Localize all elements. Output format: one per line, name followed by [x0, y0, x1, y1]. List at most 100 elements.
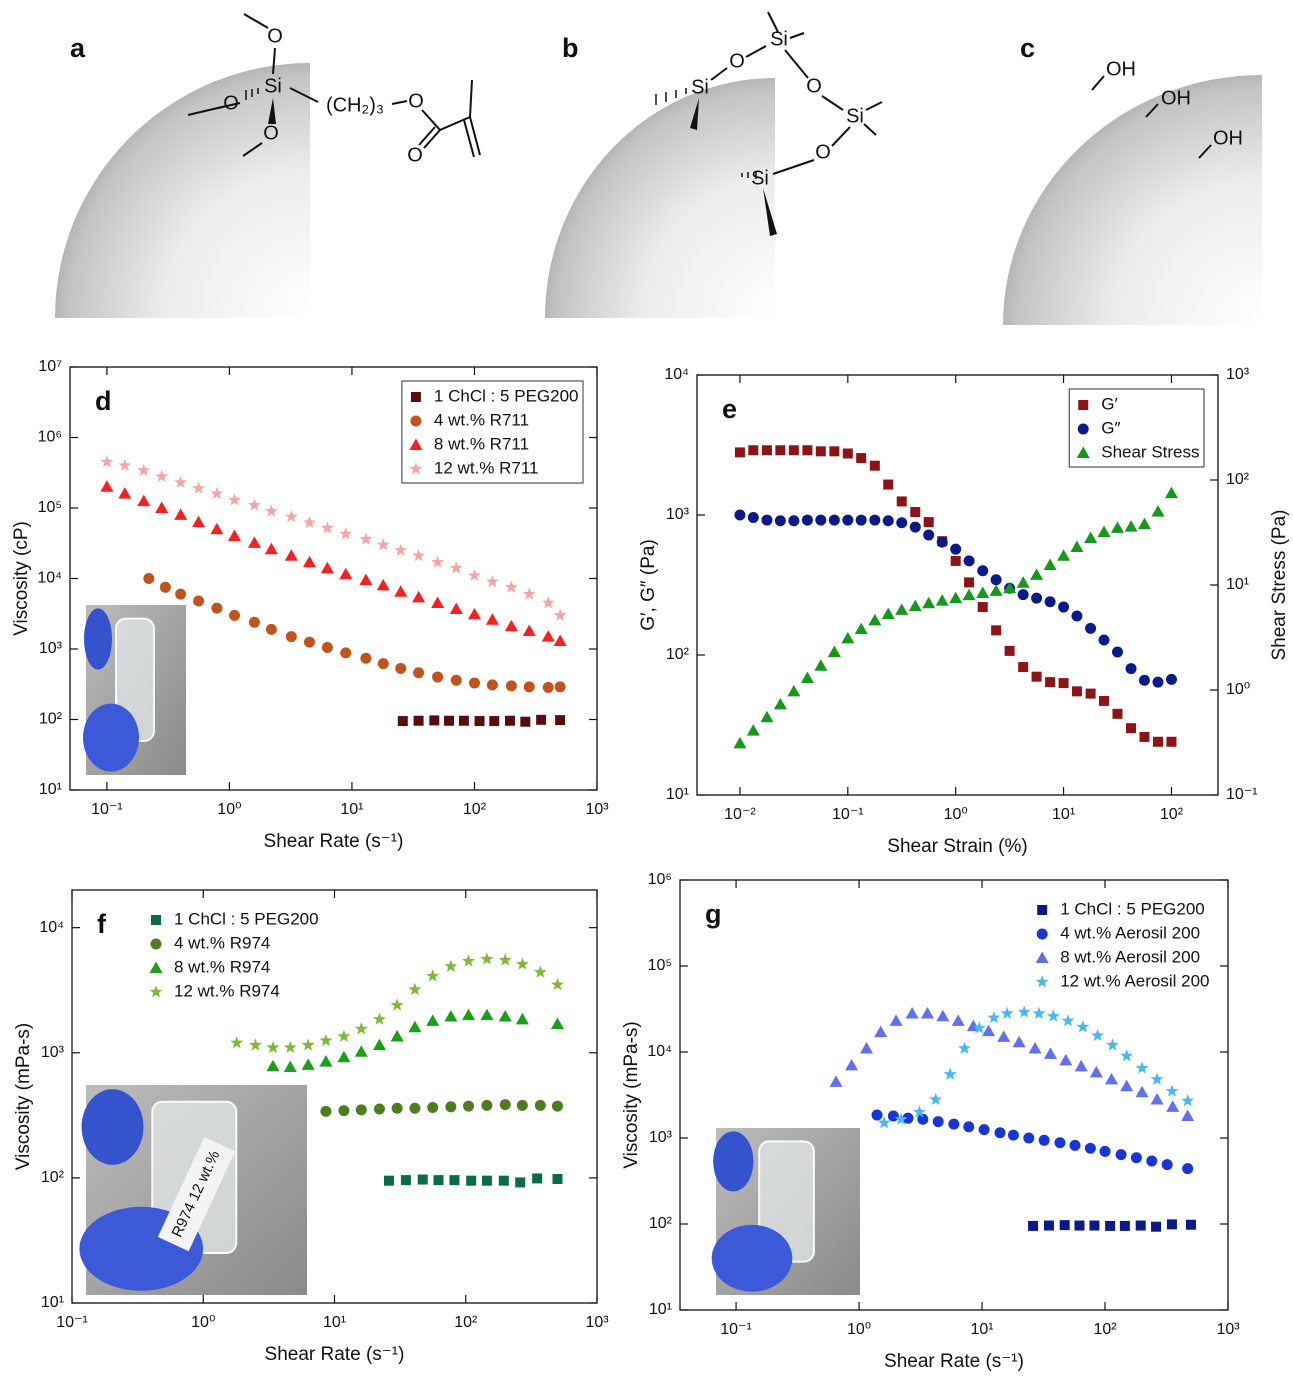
marker [1120, 1080, 1133, 1092]
marker [734, 510, 745, 521]
marker [395, 663, 406, 674]
marker [427, 1102, 438, 1113]
marker [997, 1030, 1010, 1042]
legend-label: G″ [1101, 418, 1120, 437]
marker [401, 1175, 411, 1185]
marker [1018, 589, 1029, 600]
marker [1166, 1100, 1179, 1112]
marker [909, 600, 922, 612]
marker [895, 603, 908, 615]
x-tick-label: 10⁰ [191, 1314, 215, 1331]
marker [451, 675, 462, 686]
marker [408, 1021, 421, 1032]
marker [337, 1051, 350, 1063]
legend-label: 12 wt.% Aerosil 200 [1060, 971, 1209, 990]
legend-label: 12 wt.% R711 [434, 458, 539, 477]
marker [373, 1039, 386, 1051]
y-tick-label: 10² [39, 711, 63, 728]
series [733, 487, 1178, 749]
marker [923, 529, 934, 540]
marker [1023, 1133, 1034, 1144]
marker [374, 1104, 385, 1115]
marker [398, 716, 408, 726]
marker [1017, 576, 1030, 588]
atom: OH [1161, 87, 1191, 109]
marker [359, 532, 372, 544]
marker [976, 586, 989, 598]
marker [1165, 487, 1178, 499]
marker [552, 1174, 562, 1184]
marker [977, 565, 988, 576]
y-tick-label: 10⁴ [664, 366, 689, 383]
series [830, 1007, 1195, 1121]
y2-tick-label: 10³ [1226, 366, 1250, 383]
marker [1151, 505, 1164, 517]
marker [468, 569, 481, 581]
chart-panel: 10⁻¹10⁰10¹10²10³10¹10²10³10⁴10⁵10⁶Shear … [621, 871, 1240, 1372]
marker [1086, 689, 1096, 699]
marker [468, 608, 481, 620]
marker [499, 953, 512, 965]
x-axis-label: Shear Rate (s⁻¹) [884, 1351, 1024, 1372]
particle [545, 78, 775, 318]
marker [211, 603, 222, 614]
marker [1116, 1149, 1127, 1160]
atom: Si [751, 167, 769, 189]
legend-label: G′ [1101, 394, 1117, 413]
marker [339, 568, 352, 580]
marker [1136, 1086, 1149, 1098]
marker [267, 1060, 280, 1072]
atom: O [806, 75, 822, 97]
marker [929, 1093, 942, 1105]
marker [302, 1038, 315, 1050]
marker [1181, 1110, 1194, 1122]
marker [990, 584, 1003, 596]
marker [517, 1100, 528, 1111]
x-tick-label: 10² [1160, 806, 1184, 823]
legend-label: 12 wt.% R974 [174, 981, 280, 1000]
marker [1078, 400, 1088, 410]
marker [829, 515, 840, 526]
marker [515, 1177, 525, 1187]
x-tick-label: 10⁰ [944, 806, 968, 823]
marker [356, 1104, 367, 1115]
marker [444, 1010, 457, 1022]
marker [1045, 596, 1056, 607]
y-tick-label: 10⁶ [648, 871, 672, 888]
x-tick-label: 10¹ [340, 801, 363, 818]
marker [534, 965, 547, 977]
figure: a O Si O O (CH₂)₃ O O b [0, 0, 1293, 1377]
y2-axis-label: Shear Stress (Pa) [1269, 510, 1290, 661]
x-tick-label: 10² [454, 1314, 478, 1331]
marker [944, 1068, 957, 1080]
marker [1013, 1036, 1026, 1048]
marker [816, 446, 826, 456]
legend: G′G″Shear Stress [1069, 389, 1204, 467]
marker [210, 487, 223, 499]
marker [229, 610, 240, 621]
marker [936, 594, 949, 606]
marker [921, 1007, 934, 1019]
marker [841, 632, 854, 644]
marker [248, 536, 261, 548]
marker [303, 556, 316, 568]
marker [319, 1034, 332, 1046]
legend-label: 8 wt.% R711 [434, 434, 529, 453]
marker [1075, 1060, 1088, 1072]
marker [429, 715, 439, 725]
series [384, 1173, 563, 1187]
marker [1091, 1029, 1104, 1041]
glove [84, 608, 112, 669]
y-tick-label: 10¹ [666, 786, 689, 803]
marker [1138, 518, 1151, 530]
marker [1044, 1221, 1054, 1231]
marker [486, 613, 499, 625]
marker [340, 647, 351, 658]
marker [1028, 1221, 1038, 1231]
marker [888, 1111, 899, 1122]
glove [713, 1131, 753, 1191]
marker [814, 659, 827, 671]
marker [1181, 1094, 1194, 1106]
marker [431, 555, 444, 567]
marker [266, 624, 277, 635]
